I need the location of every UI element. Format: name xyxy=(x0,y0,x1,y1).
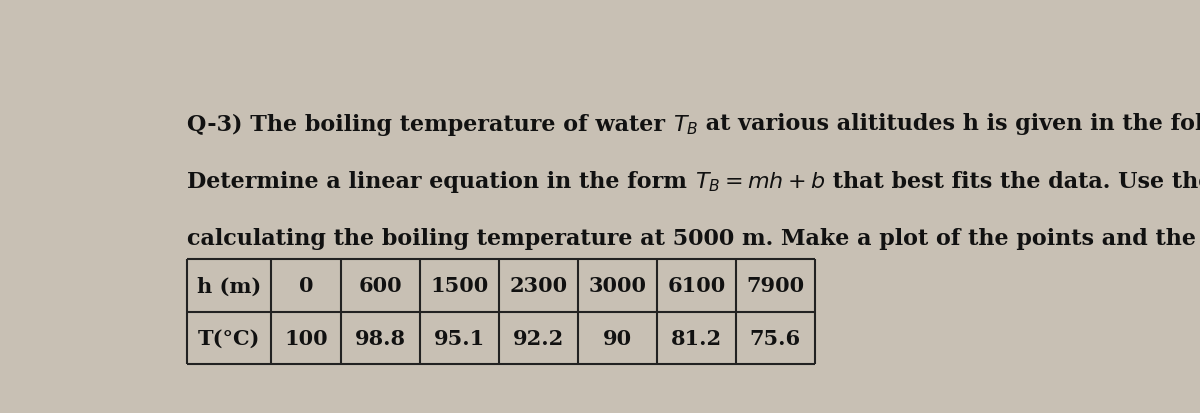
Text: 92.2: 92.2 xyxy=(512,328,564,348)
Text: $T_B$: $T_B$ xyxy=(673,113,698,137)
Text: 3000: 3000 xyxy=(588,276,647,296)
Text: 100: 100 xyxy=(284,328,328,348)
Text: 600: 600 xyxy=(359,276,402,296)
Text: at various alititudes h is given in the following table.: at various alititudes h is given in the … xyxy=(698,113,1200,135)
Text: Q-3) The boiling temperature of water: Q-3) The boiling temperature of water xyxy=(187,113,673,135)
Text: that best fits the data. Use the equation for: that best fits the data. Use the equatio… xyxy=(826,171,1200,192)
Text: 0: 0 xyxy=(299,276,313,296)
Text: 2300: 2300 xyxy=(509,276,568,296)
Text: 6100: 6100 xyxy=(667,276,726,296)
Text: calculating the boiling temperature at 5000 m. Make a plot of the points and the: calculating the boiling temperature at 5… xyxy=(187,228,1200,249)
Text: h (m): h (m) xyxy=(197,276,262,296)
Text: 75.6: 75.6 xyxy=(750,328,800,348)
Text: 7900: 7900 xyxy=(746,276,804,296)
Text: 98.8: 98.8 xyxy=(355,328,406,348)
Text: Determine a linear equation in the form: Determine a linear equation in the form xyxy=(187,171,695,192)
Text: 90: 90 xyxy=(602,328,632,348)
Text: 1500: 1500 xyxy=(430,276,488,296)
Text: 95.1: 95.1 xyxy=(433,328,485,348)
Text: T(°C): T(°C) xyxy=(198,328,260,348)
Text: 81.2: 81.2 xyxy=(671,328,722,348)
Text: $T_B = mh + b$: $T_B = mh + b$ xyxy=(695,171,826,194)
